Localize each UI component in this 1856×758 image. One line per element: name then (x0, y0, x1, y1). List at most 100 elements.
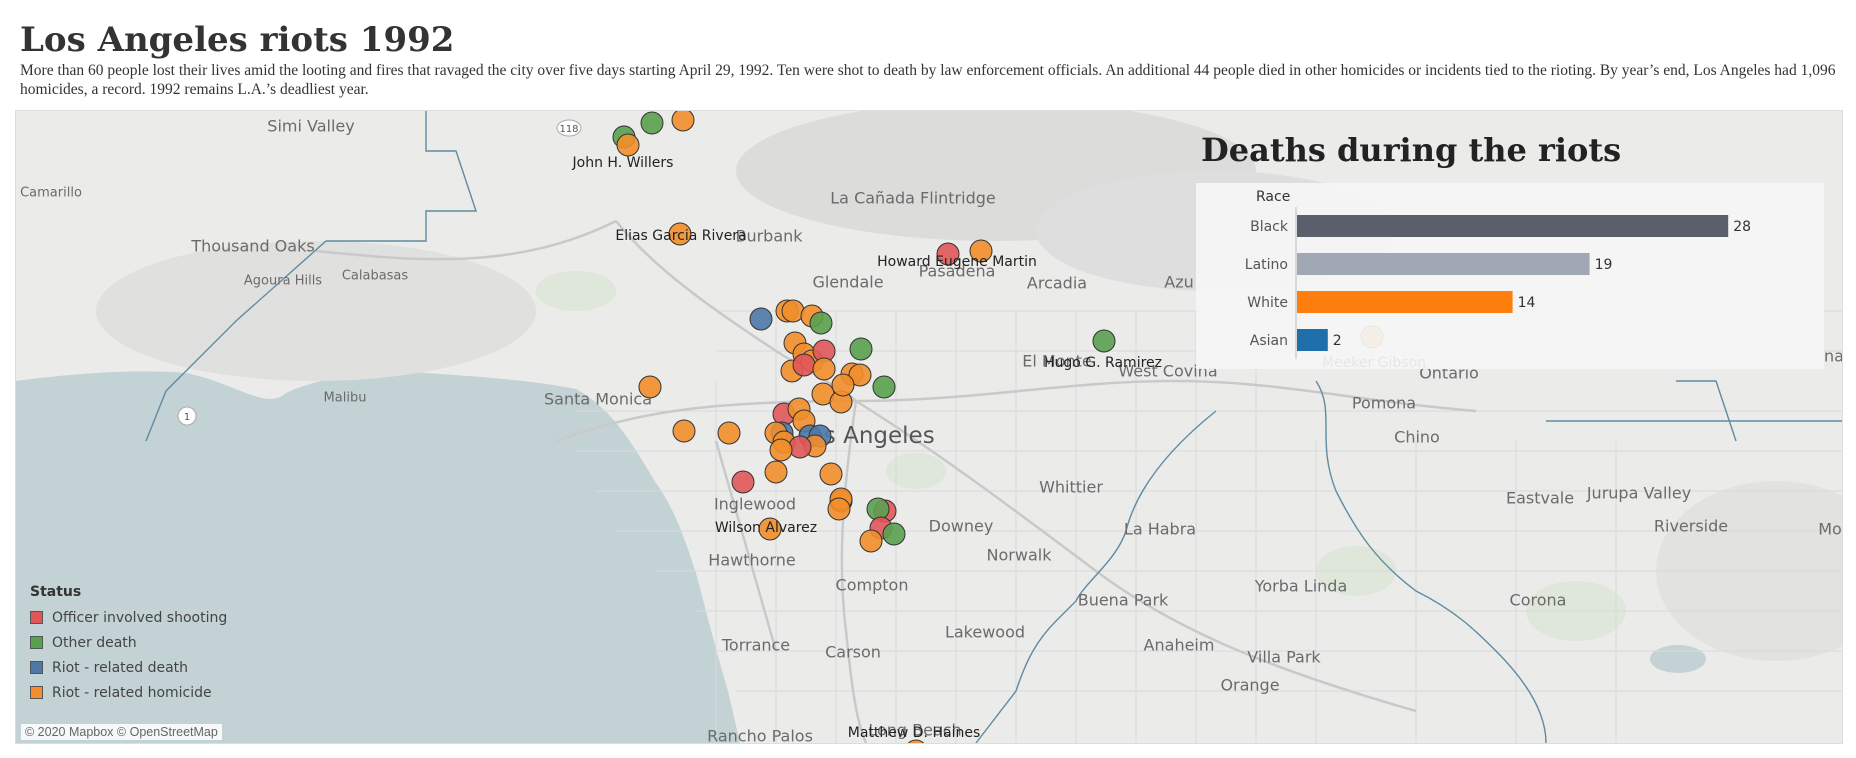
bar-white[interactable] (1297, 291, 1513, 313)
legend-item-officer[interactable]: Officer involved shooting (30, 605, 227, 630)
map-marker-homicide[interactable] (769, 438, 793, 462)
map-attribution[interactable]: © 2020 Mapbox © OpenStreetMap (21, 724, 222, 740)
legend-swatch-riot-death (30, 661, 43, 674)
map-marker-homicide[interactable] (764, 460, 788, 484)
map-marker-homicide[interactable] (969, 239, 993, 263)
place-label: Hawthorne (708, 550, 796, 570)
victim-label: Hugo G. Ramirez (1044, 355, 1162, 371)
map-marker-homicide[interactable] (859, 529, 883, 553)
map-marker-homicide[interactable] (616, 133, 640, 157)
map-marker-other[interactable] (872, 375, 896, 399)
place-label: Simi Valley (267, 116, 355, 136)
place-label: Compton (835, 575, 909, 595)
legend-item-other[interactable]: Other death (30, 630, 227, 655)
place-label: Camarillo (20, 185, 82, 201)
place-label: Eastvale (1505, 488, 1575, 508)
map-marker-other[interactable] (1092, 329, 1116, 353)
map-marker-other[interactable] (866, 497, 890, 521)
bar-category-label: Black (1250, 219, 1289, 235)
place-label: El Monte (1022, 351, 1092, 371)
legend-swatch-other (30, 636, 43, 649)
victim-label: Wilson Alvarez (714, 520, 818, 536)
place-label: na (1824, 346, 1843, 366)
page-subtitle: More than 60 people lost their lives ami… (20, 62, 1836, 98)
map-marker-homicide[interactable] (638, 375, 662, 399)
place-label: Rancho Palos (707, 726, 813, 744)
victim-label: Matthew D. Haines (847, 725, 981, 741)
place-label: La Habra (1123, 519, 1197, 539)
place-label: La Cañada Flintridge (830, 188, 996, 208)
place-label: Pomona (1351, 393, 1417, 413)
legend-title: Status (30, 584, 82, 600)
deaths-by-race-chart: Race Black 28 Latino 19 White 14 Asian 2 (1196, 183, 1824, 369)
place-label: Santa Monica (543, 389, 653, 409)
map-marker-homicide[interactable] (668, 222, 692, 246)
place-label: Agoura Hills (243, 273, 323, 289)
map-marker-homicide[interactable] (905, 739, 927, 743)
place-label: Glendale (812, 272, 884, 292)
place-label: Pasadena (918, 261, 996, 281)
bar-asian[interactable] (1297, 329, 1328, 351)
bar-category-label: Latino (1245, 257, 1288, 273)
map-marker-homicide[interactable] (831, 373, 855, 397)
victim-label: John H. Willers (572, 155, 674, 171)
map-marker-homicide[interactable] (848, 363, 872, 387)
map-legend: Status Officer involved shooting Other d… (30, 584, 227, 705)
place-label: Carson (825, 642, 881, 662)
place-label: Lakewood (944, 622, 1026, 642)
map-marker-homicide[interactable] (781, 299, 805, 323)
place-label: Whittier (1039, 477, 1103, 497)
legend-item-riot-homicide[interactable]: Riot - related homicide (30, 680, 227, 705)
bar-black[interactable] (1297, 215, 1729, 237)
bar-chart-svg: Black 28 Latino 19 White 14 Asian 2 (1245, 207, 1751, 359)
place-label: Corona (1509, 590, 1567, 610)
place-label: Calabasas (341, 268, 409, 284)
legend-item-riot-death[interactable]: Riot - related death (30, 655, 227, 680)
place-label: Arcadia (1026, 273, 1088, 293)
bar-value-label: 28 (1733, 219, 1751, 235)
legend-label: Officer involved shooting (52, 609, 228, 626)
place-label: Anaheim (1143, 635, 1215, 655)
map-marker-homicide[interactable] (758, 517, 782, 541)
map-marker-officer[interactable] (792, 353, 816, 377)
map-marker-other[interactable] (882, 522, 906, 546)
place-label: Downey (928, 516, 994, 536)
place-label: Buena Park (1077, 590, 1169, 610)
place-label: Chino (1394, 427, 1440, 447)
map-marker-homicide[interactable] (672, 419, 696, 443)
map-marker-other[interactable] (640, 111, 664, 135)
map-marker-riot[interactable] (749, 307, 773, 331)
place-label: Azu (1164, 272, 1194, 292)
map-marker-officer[interactable] (936, 242, 960, 266)
victim-label: Elias Garcia Rivera (615, 228, 747, 244)
place-label: Malibu (323, 390, 367, 406)
map-marker-other[interactable] (809, 311, 833, 335)
map-marker-homicide[interactable] (671, 111, 695, 132)
legend-swatch-officer (30, 611, 43, 624)
place-label: Thousand Oaks (191, 236, 315, 256)
svg-text:1: 1 (184, 412, 190, 423)
legend-label: Riot - related homicide (52, 684, 212, 701)
map-marker-officer[interactable] (788, 435, 812, 459)
place-label: Villa Park (1247, 647, 1321, 667)
map-marker-homicide[interactable] (717, 421, 741, 445)
place-label: Mo (1818, 519, 1842, 539)
map-marker-homicide[interactable] (827, 497, 851, 521)
victim-label: Howard Eugene Martin (877, 254, 1037, 270)
legend-label: Riot - related death (52, 659, 189, 676)
map-marker-other[interactable] (849, 337, 873, 361)
place-label: Inglewood (713, 494, 797, 514)
map-marker-homicide[interactable] (819, 462, 843, 486)
riot-deaths-map[interactable]: 118 1 Simi Valley Camarillo Thousand Oaks A… (15, 110, 1843, 744)
svg-text:118: 118 (559, 124, 578, 135)
bar-category-label: White (1247, 295, 1288, 311)
bar-value-label: 14 (1518, 295, 1536, 311)
map-marker-officer[interactable] (731, 470, 755, 494)
bar-category-label: Asian (1250, 333, 1288, 349)
bar-latino[interactable] (1297, 253, 1590, 275)
map-marker-homicide[interactable] (812, 357, 836, 381)
bar-value-label: 2 (1333, 333, 1342, 349)
chart-title: Deaths during the riots (1201, 131, 1622, 169)
place-label: Riverside (1653, 516, 1729, 536)
place-label: Orange (1220, 675, 1280, 695)
